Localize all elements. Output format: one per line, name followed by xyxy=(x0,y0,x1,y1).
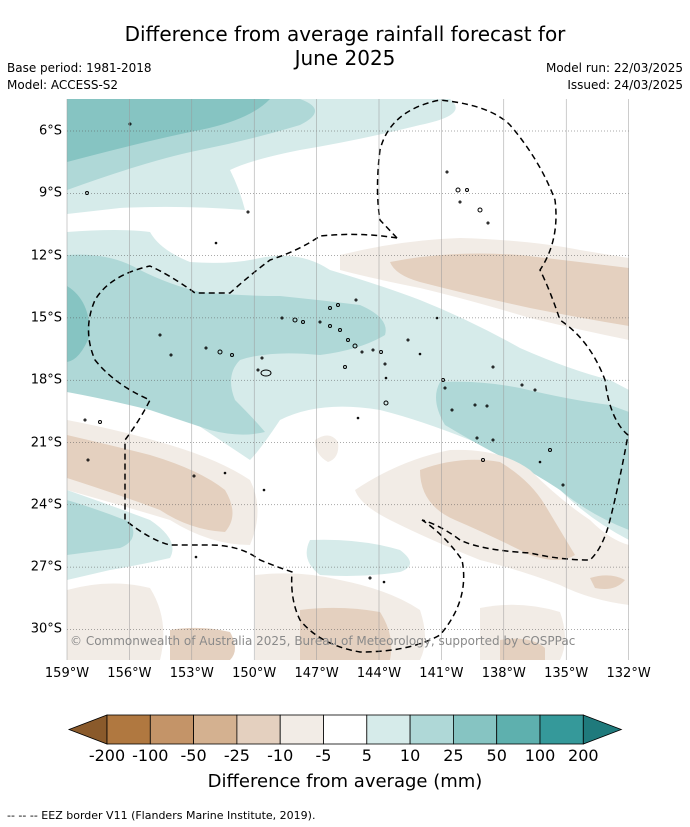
colorbar-tick-label: -100 xyxy=(132,746,169,765)
longitude-label: 144°W xyxy=(356,666,402,681)
colorbar-segment xyxy=(193,714,238,745)
longitude-label: 147°W xyxy=(294,666,339,681)
positive-anomaly-region xyxy=(67,254,386,435)
colorbar-segment xyxy=(452,714,498,745)
colorbar-tick-label: 5 xyxy=(361,746,372,765)
negative-anomaly-region xyxy=(300,607,392,660)
latitude-label: 27°S xyxy=(30,559,62,575)
colorbar-tick-label: 200 xyxy=(568,746,599,765)
latitude-label: 15°S xyxy=(30,310,62,326)
positive-anomaly-region xyxy=(67,99,270,162)
colorbar-tick-label: -25 xyxy=(223,746,250,765)
run-info: Model run: 22/03/2025 Issued: 24/03/2025 xyxy=(546,60,683,94)
contour-fills xyxy=(67,99,629,660)
latitude-label: 30°S xyxy=(30,621,62,637)
negative-anomaly-region xyxy=(315,435,339,462)
colorbar-segment xyxy=(366,714,411,745)
negative-anomaly-region xyxy=(67,435,233,532)
longitude-label: 150°W xyxy=(232,666,277,681)
negative-anomaly-region xyxy=(170,627,235,660)
colorbar-segment xyxy=(149,714,195,745)
eez-footnote: -- -- -- EEZ border V11 (Flanders Marine… xyxy=(7,809,316,822)
negative-anomaly-region xyxy=(590,575,625,589)
negative-anomaly-region xyxy=(390,253,629,326)
copyright-notice: © Commonwealth of Australia 2025, Bureau… xyxy=(70,634,576,648)
colorbar-tick-label: -10 xyxy=(267,746,294,765)
negative-anomaly-region xyxy=(67,583,164,660)
eez-border xyxy=(376,99,629,561)
colorbar xyxy=(67,714,623,745)
colorbar-extend-high xyxy=(582,714,623,745)
model-name: Model: ACCESS-S2 xyxy=(7,78,119,92)
latitude-label: 6°S xyxy=(38,123,62,139)
negative-anomaly-region xyxy=(420,459,575,560)
positive-anomaly-region xyxy=(436,381,629,530)
longitude-label: 156°W xyxy=(107,666,152,681)
colorbar-segment xyxy=(496,714,541,745)
positive-anomaly-region xyxy=(306,539,410,576)
eez-border xyxy=(87,233,465,653)
latitude-label: 9°S xyxy=(38,185,62,201)
latitude-label: 12°S xyxy=(30,248,62,264)
graticule xyxy=(66,99,629,660)
latitude-label: 21°S xyxy=(30,435,62,450)
colorbar-tick-label: -5 xyxy=(315,746,332,765)
colorbar-extend-low xyxy=(67,714,108,745)
colorbar-tick-label: -50 xyxy=(180,746,207,765)
colorbar-tick-label: 10 xyxy=(399,746,421,765)
title-line-2: June 2025 xyxy=(294,46,396,70)
colorbar-segment xyxy=(323,714,368,745)
latitude-label: 24°S xyxy=(30,497,62,513)
model-run-date: Model run: 22/03/2025 xyxy=(545,61,683,75)
islands xyxy=(83,122,565,584)
longitude-label: 159°W xyxy=(44,666,90,681)
longitude-label: 135°W xyxy=(544,666,589,681)
colorbar-segment xyxy=(279,714,324,745)
issued-date: Issued: 24/03/2025 xyxy=(567,78,683,92)
colorbar-segment xyxy=(236,714,281,745)
model-info: Base period: 1981-2018 Model: ACCESS-S2 xyxy=(7,60,152,94)
title-line-1: Difference from average rainfall forecas… xyxy=(124,22,566,46)
negative-anomaly-region xyxy=(500,638,545,660)
longitude-label: 132°W xyxy=(606,666,651,681)
chart-title: Difference from average rainfall forecas… xyxy=(0,22,690,70)
colorbar-tick-label: 100 xyxy=(524,746,556,765)
longitude-label: 153°W xyxy=(169,666,214,681)
colorbar-tick-label: 25 xyxy=(443,746,464,765)
colorbar-tick-label: 50 xyxy=(486,746,507,765)
colorbar-title: Difference from average (mm) xyxy=(207,771,483,792)
colorbar-segment xyxy=(409,714,454,745)
colorbar-tick-label: -200 xyxy=(88,746,126,765)
longitude-label: 138°W xyxy=(481,666,526,681)
positive-anomaly-region xyxy=(67,286,90,362)
colorbar-segment xyxy=(106,714,151,745)
latitude-label: 18°S xyxy=(30,372,62,388)
longitude-label: 141°W xyxy=(419,666,464,681)
colorbar-segment xyxy=(539,714,584,745)
base-period: Base period: 1981-2018 xyxy=(7,61,152,75)
positive-anomaly-region xyxy=(67,500,134,555)
